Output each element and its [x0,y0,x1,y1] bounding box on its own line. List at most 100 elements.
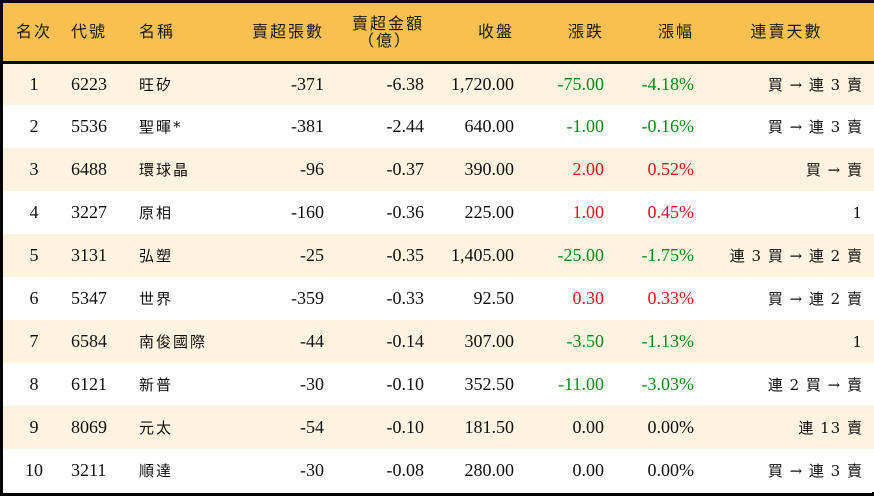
cell-name: 世界 [139,290,174,308]
cell-net-sell-amount: -6.38 [386,73,425,94]
cell-rank: 6 [29,288,39,308]
cell-net-sell-amount: -0.08 [386,460,425,480]
cell-close: 307.00 [464,331,515,351]
cell-code: 3131 [71,245,107,265]
cell-name: 元太 [139,419,174,437]
header-streak: 連賣天數 [750,22,823,42]
cell-streak: 買 → 連 3 賣 [767,75,863,94]
cell-streak: 連 3 買 → 連 2 賣 [729,247,863,265]
cell-streak: 買 → 賣 [805,161,863,179]
cell-rank: 3 [29,159,39,179]
cell-close: 640.00 [464,116,515,136]
cell-net-sell-amount: -2.44 [386,116,425,136]
header-net-sell-amount: 賣超金額 （億） [326,3,426,62]
cell-net-sell-lots: -160 [291,202,324,222]
cell-change: -75.00 [557,73,605,94]
cell-code: 6584 [71,331,107,351]
cell-name: 聖暉* [139,118,183,136]
cell-code: 6223 [71,73,107,94]
cell-net-sell-amount: -0.14 [386,331,425,351]
cell-close: 352.50 [464,374,515,394]
header-net-sell-amount-line1: 賣超金額 [351,13,424,33]
table-row: 3 6488 環球晶 -96 -0.37 390.00 2.00 0.52% 買… [3,148,874,191]
cell-streak: 1 [852,203,863,222]
cell-close: 1,405.00 [451,245,514,265]
cell-change-pct: 0.00% [647,460,695,480]
header-rank: 名次 [15,22,52,42]
cell-close: 225.00 [464,202,515,222]
cell-change-pct: -1.13% [641,331,695,351]
cell-net-sell-lots: -25 [300,245,324,265]
cell-rank: 9 [29,417,39,437]
table-row: 1 6223 旺矽 -371 -6.38 1,720.00 -75.00 -4.… [3,62,874,105]
cell-change-pct: -1.75% [641,245,695,265]
cell-change-pct: -3.03% [641,374,695,394]
cell-close: 181.50 [464,417,515,437]
header-close: 收盤 [477,22,514,42]
cell-code: 6121 [71,374,107,394]
cell-streak: 連 2 買 → 賣 [767,376,863,394]
net-sell-ranking-table: 名次 代號 名稱 賣超張數 賣超金額 （億） 收盤 漲跌 漲幅 連賣天數 1 6… [3,3,874,492]
header-change: 漲跌 [567,22,604,42]
cell-change: 0.00 [572,417,605,437]
cell-net-sell-lots: -381 [291,116,324,136]
cell-net-sell-amount: -0.36 [386,202,425,222]
cell-net-sell-lots: -54 [300,417,324,437]
cell-code: 8069 [71,417,107,437]
cell-code: 3227 [71,202,107,222]
cell-change-pct: -0.16% [641,116,695,136]
table-row: 2 5536 聖暉* -381 -2.44 640.00 -1.00 -0.16… [3,105,874,148]
cell-net-sell-lots: -30 [300,460,324,480]
cell-net-sell-lots: -30 [300,374,324,394]
table-row: 10 3211 順達 -30 -0.08 280.00 0.00 0.00% 買… [3,449,874,492]
cell-rank: 8 [29,374,39,394]
cell-change: 2.00 [572,159,605,179]
cell-change-pct: -4.18% [641,73,695,94]
cell-net-sell-lots: -371 [291,73,324,94]
cell-code: 5347 [71,288,107,308]
cell-name: 原相 [139,204,174,222]
header-net-sell-amount-line2: （億） [357,30,412,50]
cell-streak: 買 → 連 3 賣 [767,462,863,480]
cell-code: 5536 [71,116,107,136]
cell-streak: 連 13 賣 [798,419,863,437]
cell-change: 0.00 [572,460,605,480]
cell-close: 280.00 [464,460,515,480]
table-row: 5 3131 弘塑 -25 -0.35 1,405.00 -25.00 -1.7… [3,234,874,277]
table-body: 1 6223 旺矽 -371 -6.38 1,720.00 -75.00 -4.… [3,62,874,492]
table-row: 4 3227 原相 -160 -0.36 225.00 1.00 0.45% 1 [3,191,874,234]
cell-net-sell-amount: -0.37 [386,159,425,179]
cell-change: -3.50 [566,331,605,351]
cell-change: 0.30 [572,288,605,308]
cell-rank: 4 [29,202,39,222]
cell-rank: 10 [25,460,43,480]
cell-net-sell-lots: -359 [291,288,324,308]
cell-change-pct: 0.00% [647,417,695,437]
header-code: 代號 [71,22,108,42]
cell-name: 旺矽 [139,75,174,94]
cell-change: -25.00 [557,245,605,265]
cell-close: 390.00 [464,159,515,179]
header-name: 名稱 [139,22,176,42]
cell-name: 環球晶 [139,161,191,179]
cell-net-sell-lots: -96 [300,159,324,179]
cell-name: 弘塑 [139,247,174,265]
cell-streak: 買 → 連 3 賣 [767,118,863,136]
cell-net-sell-amount: -0.35 [386,245,425,265]
table-row: 7 6584 南俊國際 -44 -0.14 307.00 -3.50 -1.13… [3,320,874,363]
cell-net-sell-amount: -0.33 [386,288,425,308]
header-net-sell-lots: 賣超張數 [251,22,324,42]
cell-name: 新普 [139,376,174,394]
cell-rank: 2 [29,116,39,136]
cell-change: -11.00 [558,374,604,394]
table-row: 6 5347 世界 -359 -0.33 92.50 0.30 0.33% 買 … [3,277,874,320]
cell-rank: 1 [29,73,39,94]
cell-net-sell-lots: -44 [300,331,324,351]
cell-close: 1,720.00 [451,73,514,94]
cell-net-sell-amount: -0.10 [386,417,425,437]
cell-close: 92.50 [473,288,515,308]
cell-change: -1.00 [566,116,605,136]
table-row: 8 6121 新普 -30 -0.10 352.50 -11.00 -3.03%… [3,363,874,406]
header-row: 名次 代號 名稱 賣超張數 賣超金額 （億） 收盤 漲跌 漲幅 連賣天數 [3,3,874,62]
cell-name: 順達 [139,462,174,480]
